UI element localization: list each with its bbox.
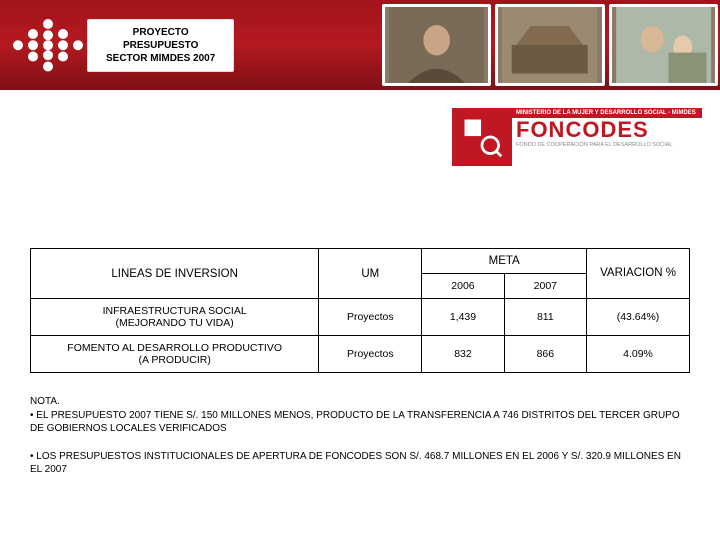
table-row: INFRAESTRUCTURA SOCIAL (MEJORANDO TU VID…: [31, 299, 690, 336]
cell-line-2: (A PRODUCIR): [35, 354, 314, 366]
cell-2007: 811: [504, 299, 586, 336]
title-line-3: SECTOR MIMDES 2007: [106, 52, 215, 65]
cell-um: Proyectos: [319, 299, 422, 336]
header-title: PROYECTO PRESUPUESTO SECTOR MIMDES 2007: [87, 19, 234, 72]
header-photo-3: [609, 4, 718, 86]
table-row: FOMENTO AL DESARROLLO PRODUCTIVO (A PROD…: [31, 336, 690, 373]
cell-line-1: FOMENTO AL DESARROLLO PRODUCTIVO: [35, 342, 314, 354]
notes-bullet-2: • LOS PRESUPUESTOS INSTITUCIONALES DE AP…: [30, 450, 690, 477]
header-photo-1: [382, 4, 491, 86]
title-line-1: PROYECTO: [106, 26, 215, 39]
header-photo-2: [495, 4, 604, 86]
logo-mark-icon: [452, 108, 512, 166]
cell-2006: 1,439: [422, 299, 504, 336]
logo-subtitle: FONDO DE COOPERACIÓN PARA EL DESARROLLO …: [512, 142, 702, 148]
cell-um: Proyectos: [319, 336, 422, 373]
th-2007: 2007: [504, 274, 586, 299]
th-variacion: VARIACION %: [587, 249, 690, 299]
cell-var: 4.09%: [587, 336, 690, 373]
foncodes-logo: MINISTERIO DE LA MUJER Y DESARROLLO SOCI…: [452, 108, 702, 166]
cell-lineas: INFRAESTRUCTURA SOCIAL (MEJORANDO TU VID…: [31, 299, 319, 336]
cell-var: (43.64%): [587, 299, 690, 336]
th-2006: 2006: [422, 274, 504, 299]
th-lineas: LINEAS DE INVERSION: [31, 249, 319, 299]
title-line-2: PRESUPUESTO: [106, 39, 215, 52]
cell-line-1: INFRAESTRUCTURA SOCIAL: [35, 305, 314, 317]
cell-2006: 832: [422, 336, 504, 373]
cell-lineas: FOMENTO AL DESARROLLO PRODUCTIVO (A PROD…: [31, 336, 319, 373]
cell-2007: 866: [504, 336, 586, 373]
header-photos: [380, 0, 720, 90]
th-meta: META: [422, 249, 587, 274]
notes-block: NOTA. • EL PRESUPUESTO 2007 TIENE S/. 15…: [30, 395, 690, 491]
header-band: PROYECTO PRESUPUESTO SECTOR MIMDES 2007: [0, 0, 720, 90]
cell-line-2: (MEJORANDO TU VIDA): [35, 317, 314, 329]
notes-title: NOTA.: [30, 396, 60, 407]
logo-name: FONCODES: [512, 118, 702, 142]
investment-table: LINEAS DE INVERSION UM META VARIACION % …: [30, 248, 690, 373]
dots-arrow-icon: [8, 15, 83, 75]
th-um: UM: [319, 249, 422, 299]
notes-bullet-1: • EL PRESUPUESTO 2007 TIENE S/. 150 MILL…: [30, 410, 680, 435]
